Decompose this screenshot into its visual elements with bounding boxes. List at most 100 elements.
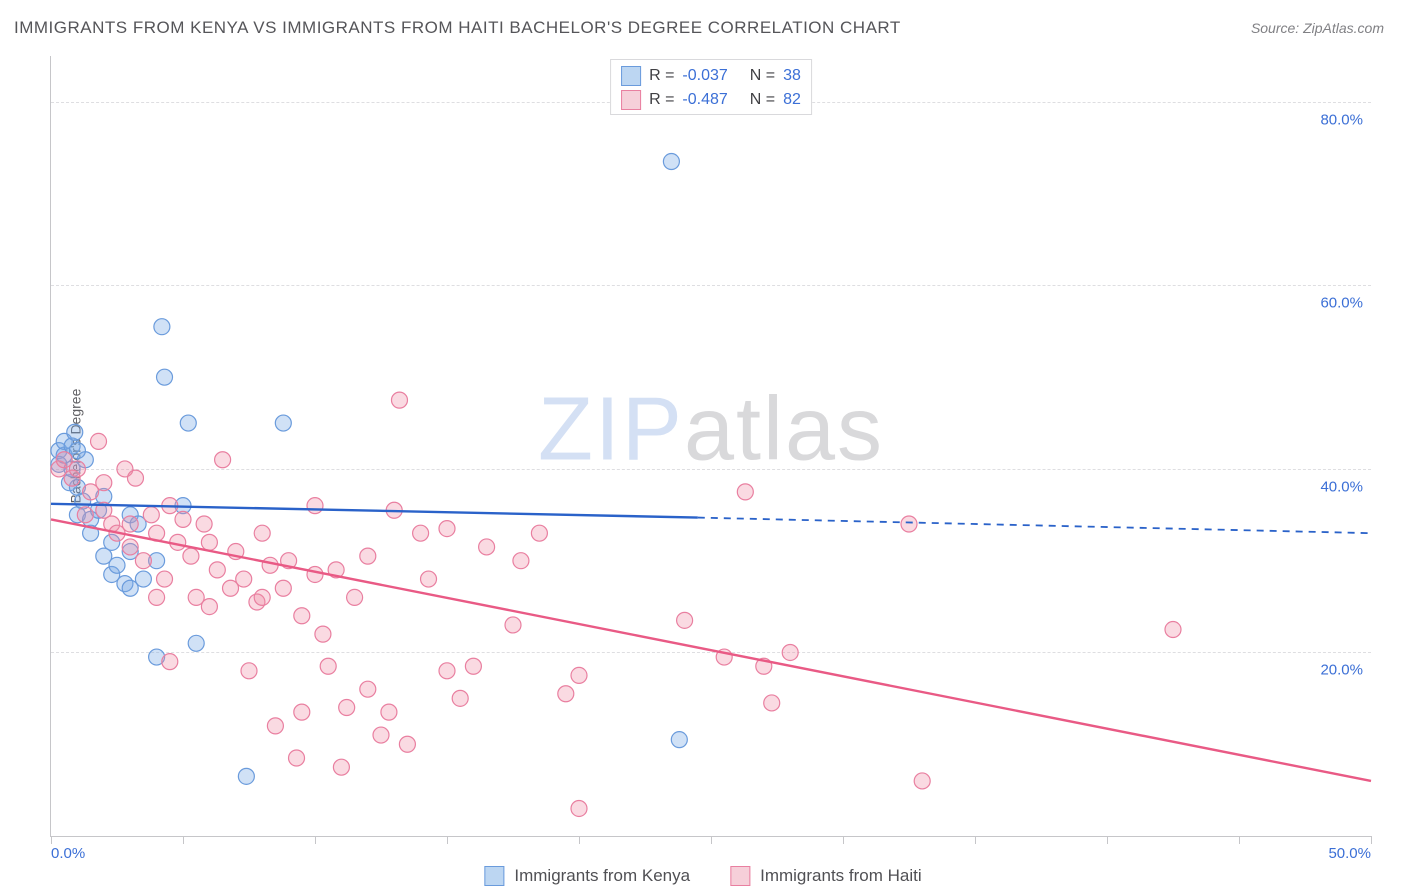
data-point (275, 415, 291, 431)
data-point (289, 750, 305, 766)
data-point (135, 553, 151, 569)
data-point (109, 557, 125, 573)
data-point (254, 525, 270, 541)
data-point (77, 507, 93, 523)
data-point (413, 525, 429, 541)
x-tick (1239, 836, 1240, 844)
data-point (162, 654, 178, 670)
data-point (122, 516, 138, 532)
data-point (143, 507, 159, 523)
data-point (262, 557, 278, 573)
stat-r-label: R = (649, 88, 674, 112)
data-point (307, 566, 323, 582)
data-point (67, 424, 83, 440)
data-point (180, 415, 196, 431)
data-point (215, 452, 231, 468)
x-tick (1107, 836, 1108, 844)
data-point (571, 800, 587, 816)
data-point (399, 736, 415, 752)
data-point (196, 516, 212, 532)
chart-plot-area: ZIPatlas R =-0.037N =38R =-0.487N =82 20… (50, 56, 1371, 837)
x-tick (315, 836, 316, 844)
x-tick (843, 836, 844, 844)
data-point (236, 571, 252, 587)
data-point (188, 635, 204, 651)
x-tick (447, 836, 448, 844)
data-point (737, 484, 753, 500)
legend-swatch (621, 66, 641, 86)
stat-n-label: N = (750, 88, 775, 112)
stat-r-value: -0.037 (682, 64, 727, 88)
data-point (558, 686, 574, 702)
source-attribution: Source: ZipAtlas.com (1251, 20, 1384, 36)
x-tick (1371, 836, 1372, 844)
data-point (782, 644, 798, 660)
data-point (914, 773, 930, 789)
data-point (96, 475, 112, 491)
stat-r-label: R = (649, 64, 674, 88)
data-point (307, 498, 323, 514)
data-point (315, 626, 331, 642)
stat-n-label: N = (750, 64, 775, 88)
data-point (157, 571, 173, 587)
x-tick-label: 0.0% (51, 845, 85, 862)
data-point (439, 663, 455, 679)
data-point (91, 433, 107, 449)
data-point (764, 695, 780, 711)
x-tick (975, 836, 976, 844)
data-point (154, 319, 170, 335)
data-point (320, 658, 336, 674)
data-point (267, 718, 283, 734)
data-point (347, 589, 363, 605)
chart-title: IMMIGRANTS FROM KENYA VS IMMIGRANTS FROM… (14, 18, 901, 38)
x-tick (711, 836, 712, 844)
data-point (479, 539, 495, 555)
legend-swatch (730, 866, 750, 886)
data-point (360, 548, 376, 564)
data-point (127, 470, 143, 486)
legend-swatch (621, 90, 641, 110)
trend-line-dashed (698, 518, 1371, 534)
data-point (505, 617, 521, 633)
data-point (339, 700, 355, 716)
data-point (373, 727, 389, 743)
trend-line-solid (51, 519, 1371, 781)
correlation-legend: R =-0.037N =38R =-0.487N =82 (610, 59, 812, 115)
legend-stat-row: R = -0.487 N = 82 (621, 88, 801, 112)
x-tick (51, 836, 52, 844)
data-point (465, 658, 481, 674)
data-point (391, 392, 407, 408)
data-point (452, 690, 468, 706)
legend-label: Immigrants from Haiti (760, 866, 922, 886)
data-point (157, 369, 173, 385)
legend-item: Immigrants from Kenya (484, 866, 690, 886)
data-point (183, 548, 199, 564)
data-point (254, 589, 270, 605)
legend-item: Immigrants from Haiti (730, 866, 922, 886)
data-point (439, 521, 455, 537)
data-point (238, 768, 254, 784)
data-point (360, 681, 376, 697)
legend-stat-row: R =-0.037N =38 (621, 64, 801, 88)
data-point (421, 571, 437, 587)
data-point (294, 608, 310, 624)
data-point (201, 534, 217, 550)
x-tick (579, 836, 580, 844)
data-point (201, 599, 217, 615)
data-point (175, 511, 191, 527)
data-point (901, 516, 917, 532)
stat-n-value: 82 (783, 88, 801, 112)
data-point (531, 525, 547, 541)
x-tick (183, 836, 184, 844)
data-point (294, 704, 310, 720)
data-point (663, 154, 679, 170)
data-point (1165, 622, 1181, 638)
data-point (381, 704, 397, 720)
data-point (122, 539, 138, 555)
data-point (671, 732, 687, 748)
data-point (209, 562, 225, 578)
legend-label: Immigrants from Kenya (514, 866, 690, 886)
stat-r-value: -0.487 (682, 88, 727, 112)
data-point (677, 612, 693, 628)
series-legend: Immigrants from Kenya Immigrants from Hai… (484, 866, 921, 886)
